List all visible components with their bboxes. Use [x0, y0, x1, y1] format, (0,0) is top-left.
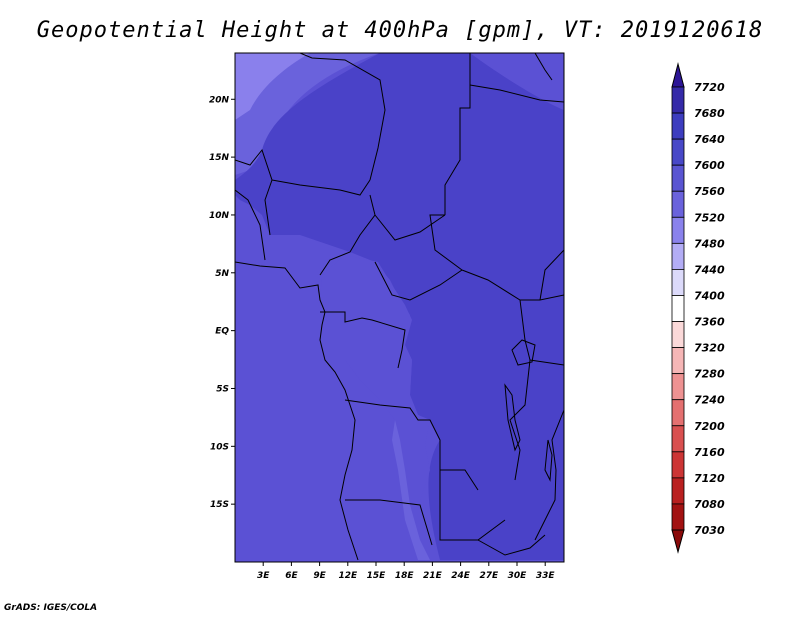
colorbar-label: 7520 [694, 211, 725, 224]
colorbar-segment [671, 425, 685, 453]
grads-credit: GrADS: IGES/COLA [4, 603, 98, 613]
border-drc-angola [344, 399, 479, 491]
colorbar-segment [671, 242, 685, 270]
east-coast [534, 409, 564, 541]
lon-tick-label: 15E [367, 571, 387, 581]
colorbar-segment [671, 164, 685, 192]
border-chad-sudan [429, 214, 463, 271]
latitude-axis: 20N 15N 10N 5N EQ 5S 10S 15S [209, 95, 235, 510]
map-frame [234, 52, 565, 563]
lat-tick-label: 10N [209, 211, 230, 221]
border-mali-niger [235, 148, 273, 236]
contour-fill-7600-core [235, 53, 564, 560]
colorbar-segment [671, 295, 685, 322]
colorbar-legend: 7720 7680 7640 7600 7560 7520 7480 7440 7400 7360… [671, 62, 725, 554]
lake-victoria [511, 339, 536, 366]
country-borders [235, 53, 564, 556]
colorbar-label: 7400 [694, 289, 725, 302]
border-angola-namibia [345, 499, 433, 546]
border-congo [320, 311, 406, 369]
map-title: Geopotential Height at 400hPa [gpm], VT:… [36, 18, 764, 43]
lon-tick-label: 24E [451, 571, 471, 581]
border-car-south [374, 261, 463, 301]
contour-fill-7520-coastal [392, 420, 430, 560]
border-chad-car [374, 214, 446, 241]
colorbar-label: 7360 [694, 316, 725, 329]
contour-fill-7560-tongue [320, 255, 430, 505]
lake-malawi [544, 439, 553, 482]
colorbar-segment [671, 321, 685, 348]
colorbar-label: 7480 [694, 237, 725, 250]
border-west-small [235, 189, 266, 261]
lon-tick-label: 6E [285, 571, 298, 581]
border-south-africa [477, 534, 546, 556]
lon-tick-label: 18E [395, 571, 415, 581]
colorbar-segment [671, 190, 685, 218]
lon-tick-label: 30E [508, 571, 528, 581]
border-libya-east [444, 53, 471, 215]
colorbar-label: 7320 [694, 342, 725, 355]
colorbar-label: 7720 [694, 81, 725, 94]
colorbar-label: 7160 [694, 446, 725, 459]
lon-tick-label: 3E [257, 571, 270, 581]
colorbar-top-triangle [671, 62, 685, 88]
colorbar-label: 7680 [694, 107, 725, 120]
colorbar-segment [671, 138, 685, 166]
geopotential-field [235, 53, 564, 562]
colorbar-segment [671, 399, 685, 427]
colorbar-segment [671, 216, 685, 244]
coastline [235, 53, 564, 561]
lon-tick-label: 12E [338, 571, 358, 581]
colorbar-segment [671, 451, 685, 479]
colorbar-label: 7600 [694, 159, 725, 172]
border-niger-nigeria [271, 179, 371, 196]
colorbar-segment [671, 477, 685, 505]
lat-tick-label: 5N [215, 269, 229, 279]
colorbar-label: 7560 [694, 185, 725, 198]
lat-tick-label: EQ [215, 327, 229, 337]
lat-tick-label: 10S [210, 442, 229, 452]
colorbar-label: 7200 [694, 420, 725, 433]
colorbar-segment [671, 347, 685, 375]
lat-tick-label: 15N [209, 153, 230, 163]
lon-tick-label: 9E [313, 571, 326, 581]
lat-tick-label: 5S [216, 384, 229, 394]
colorbar-segment [671, 373, 685, 401]
border-tanzania [529, 359, 564, 366]
colorbar-label: 7440 [694, 263, 725, 276]
border-zambia [439, 470, 506, 541]
colorbar-label: 7080 [694, 498, 725, 511]
colorbar-segment [671, 112, 685, 140]
colorbar-bottom-triangle [671, 529, 685, 554]
border-algeria-libya [299, 53, 386, 181]
contour-fill-7480-northwest [235, 53, 310, 120]
border-northeast-egypt [469, 84, 564, 103]
contour-fill-7560-northeast [470, 53, 564, 110]
red-sea-coast [534, 53, 553, 81]
border-nigeria-cameroon [319, 194, 376, 276]
colorbar-label: 7280 [694, 368, 725, 381]
lat-tick-label: 15S [210, 500, 229, 510]
lat-tick-label: 20N [209, 95, 230, 105]
lake-tanganyika [504, 383, 521, 452]
lon-tick-label: 27E [479, 571, 499, 581]
colorbar-segment [671, 503, 685, 531]
longitude-axis: 3E 6E 9E 12E 15E 18E 21E 24E 27E 30E 33E [257, 562, 555, 581]
colorbar-label: 7030 [694, 524, 725, 537]
colorbar-label: 7640 [694, 133, 725, 146]
lon-tick-label: 33E [536, 571, 556, 581]
colorbar-segment [671, 86, 685, 114]
coastline-gulf-of-guinea [235, 261, 359, 561]
border-east-africa [509, 299, 531, 481]
colorbar-segment [671, 269, 685, 296]
colorbar-label: 7120 [694, 472, 725, 485]
border-ethiopia [539, 249, 564, 301]
lon-tick-label: 21E [423, 571, 443, 581]
colorbar-label: 7240 [694, 394, 725, 407]
